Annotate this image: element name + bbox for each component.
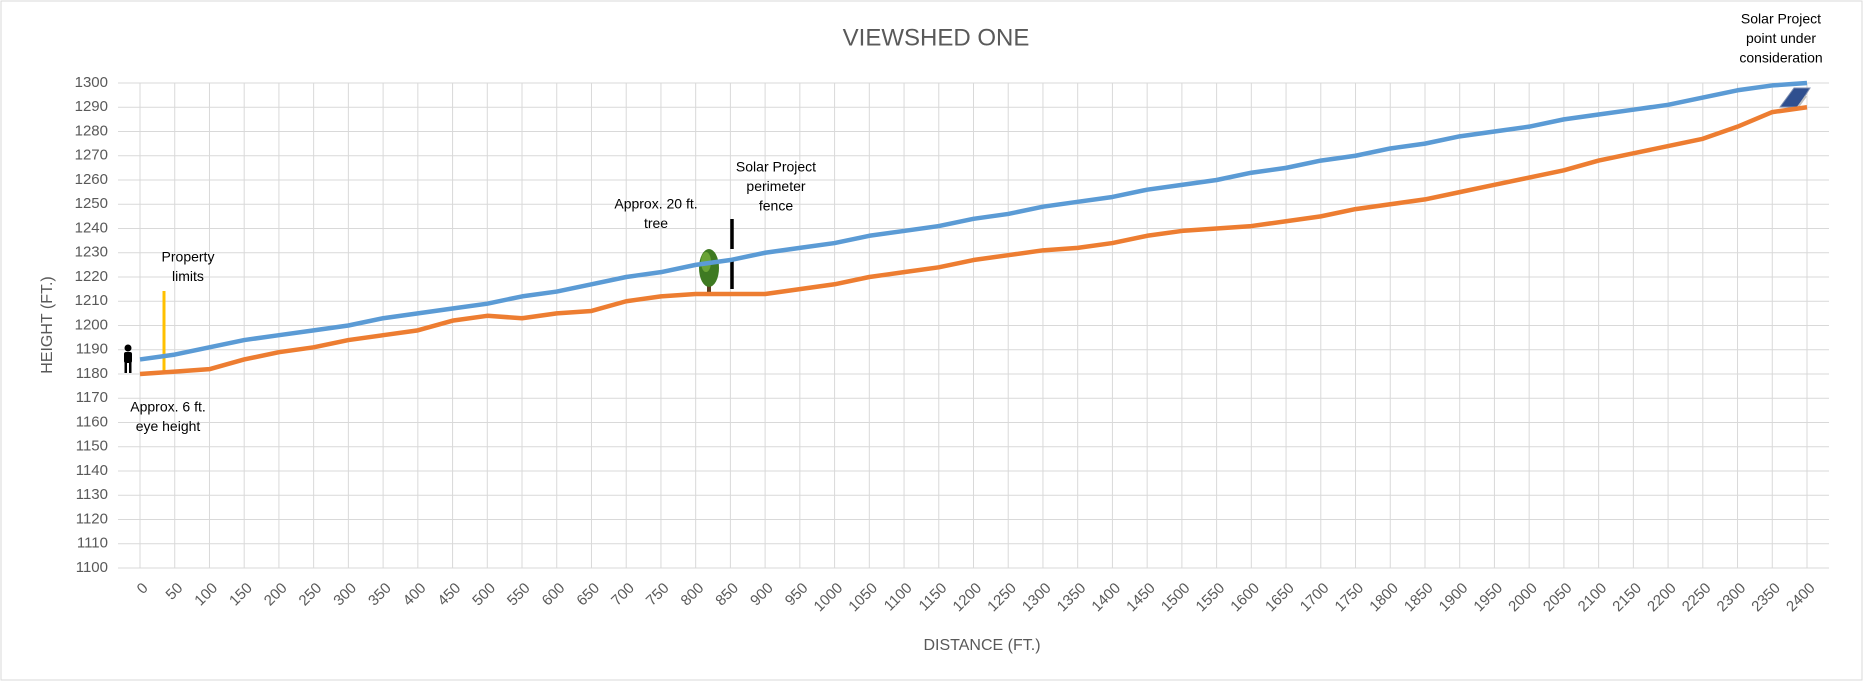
annotation: eye height [136, 418, 201, 434]
y-tick-label: 1110 [77, 535, 108, 552]
y-tick-label: 1290 [75, 98, 108, 115]
y-tick-label: 1150 [76, 438, 108, 455]
annotation: perimeter [746, 178, 805, 194]
chart: VIEWSHED ONE DISTANCE (FT.) HEIGHT (FT.)… [0, 0, 1864, 682]
y-tick-label: 1160 [76, 413, 108, 430]
y-tick-label: 1230 [75, 244, 108, 261]
y-tick-label: 1250 [75, 195, 108, 212]
annotation: Approx. 20 ft. [614, 196, 697, 212]
y-tick-label: 1300 [75, 74, 108, 91]
annotation: limits [172, 268, 204, 284]
y-tick-label: 1130 [76, 486, 108, 503]
annotation: fence [759, 198, 793, 214]
y-tick-label: 1210 [75, 292, 108, 309]
y-tick-label: 1180 [76, 365, 108, 382]
annotation: Solar Project [736, 159, 816, 175]
y-tick-label: 1100 [76, 559, 108, 576]
grid [118, 83, 1829, 568]
y-tick-label: 1200 [75, 316, 108, 333]
x-axis-title: DISTANCE (FT.) [923, 637, 1040, 654]
annotation: tree [644, 215, 668, 231]
y-tick-label: 1270 [75, 147, 108, 164]
y-tick-label: 1170 [76, 389, 108, 406]
annotation: consideration [1739, 50, 1822, 66]
page: {"chart_data": {"type": "line", "title":… [0, 0, 1864, 682]
annotation: point under [1746, 30, 1816, 46]
y-tick-label: 1220 [75, 268, 108, 285]
annotation: Property [162, 249, 215, 265]
y-tick-label: 1190 [76, 341, 108, 358]
annotation: Solar Project [1741, 11, 1821, 27]
y-tick-label: 1260 [75, 171, 108, 188]
chart-border [1, 1, 1862, 680]
y-tick-label: 1280 [75, 122, 108, 139]
chart-title: VIEWSHED ONE [843, 24, 1030, 51]
y-tick-label: 1140 [76, 462, 108, 479]
y-tick-label: 1240 [75, 219, 108, 236]
y-axis-title: HEIGHT (FT.) [39, 276, 56, 373]
y-tick-label: 1120 [76, 510, 108, 527]
annotation: Approx. 6 ft. [130, 399, 205, 415]
